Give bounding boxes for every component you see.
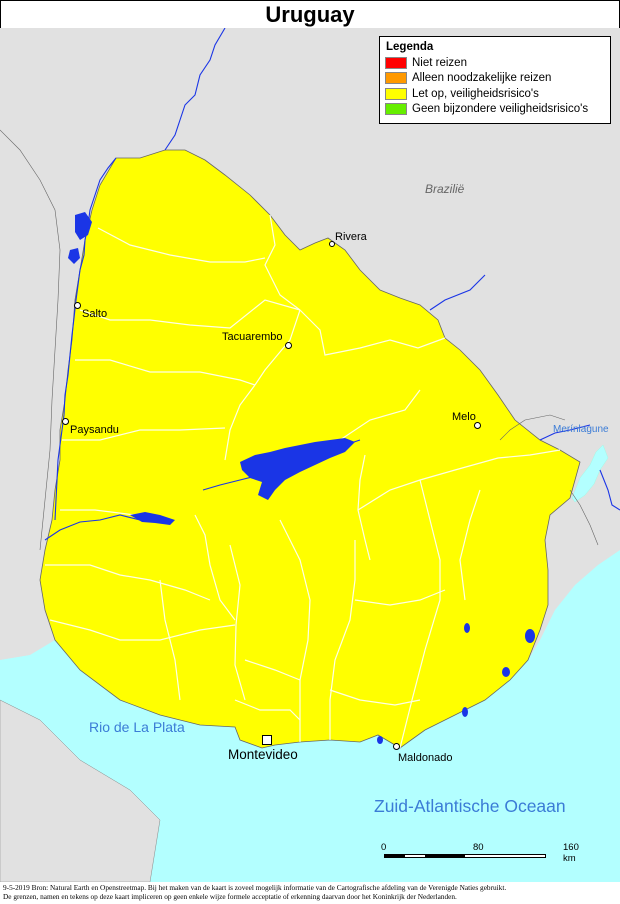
city-marker-paysandu — [62, 418, 69, 425]
legend-item-geen-risico: Geen bijzondere veiligheidsrisico's — [385, 102, 610, 118]
footer-disclaimer: De grenzen, namen en tekens op deze kaar… — [3, 892, 457, 901]
city-maldonado: Maldonado — [398, 752, 453, 764]
city-marker-melo — [474, 422, 481, 429]
scale-bar-graphic — [384, 854, 546, 858]
footer: 9-5-2019 Bron: Natural Earth en Openstre… — [0, 883, 620, 904]
city-salto: Salto — [82, 308, 108, 320]
legend: Legenda Niet reizen Alleen noodzakelijke… — [379, 36, 611, 124]
lakes — [68, 212, 535, 744]
legend-label: Let op, veiligheidsrisico's — [412, 87, 539, 100]
legend-item-let-op: Let op, veiligheidsrisico's — [385, 86, 610, 102]
footer-source: 9-5-2019 Bron: Natural Earth en Openstre… — [3, 883, 507, 892]
city-marker-maldonado — [393, 743, 400, 750]
scale-tick-160: 160 km — [563, 842, 579, 864]
department-borders — [45, 214, 561, 749]
legend-label: Geen bijzondere veiligheidsrisico's — [412, 103, 589, 116]
map — [0, 28, 620, 882]
city-paysandu: Paysandu — [70, 424, 119, 436]
ocean-water — [0, 550, 620, 882]
city-marker-tacuarembo — [285, 342, 292, 349]
city-melo: Melo — [452, 411, 476, 423]
scale-tick-80: 80 — [473, 842, 484, 853]
legend-swatch-red — [385, 56, 407, 69]
legend-label: Alleen noodzakelijke reizen — [412, 72, 552, 85]
city-marker-salto — [74, 302, 81, 309]
label-rio-de-la-plata: Rio de La Plata — [89, 719, 185, 735]
legend-swatch-orange — [385, 72, 407, 85]
city-montevideo: Montevideo — [228, 747, 298, 762]
international-borders — [0, 129, 599, 551]
argentina-coast — [0, 699, 161, 882]
label-merin-lagoon: Merínlagune — [553, 424, 609, 435]
map-title: Uruguay — [265, 2, 355, 27]
label-ocean: Zuid-Atlantische Oceaan — [374, 796, 566, 816]
capital-marker-montevideo — [262, 735, 272, 745]
city-tacuarembo: Tacuarembo — [222, 331, 283, 343]
legend-swatch-green — [385, 103, 407, 116]
legend-label: Niet reizen — [412, 56, 467, 69]
scale-bar: 0 80 160 km — [381, 842, 594, 864]
scale-tick-0: 0 — [381, 842, 387, 853]
city-marker-rivera — [329, 241, 335, 247]
legend-item-niet-reizen: Niet reizen — [385, 55, 610, 71]
legend-title: Legenda — [386, 41, 434, 53]
title-bar: Uruguay — [0, 0, 620, 29]
city-rivera: Rivera — [335, 231, 367, 243]
legend-item-noodzakelijk: Alleen noodzakelijke reizen — [385, 71, 610, 87]
merin-lagoon — [571, 444, 609, 503]
legend-swatch-yellow — [385, 87, 407, 100]
label-brazil: Brazilië — [425, 182, 465, 196]
